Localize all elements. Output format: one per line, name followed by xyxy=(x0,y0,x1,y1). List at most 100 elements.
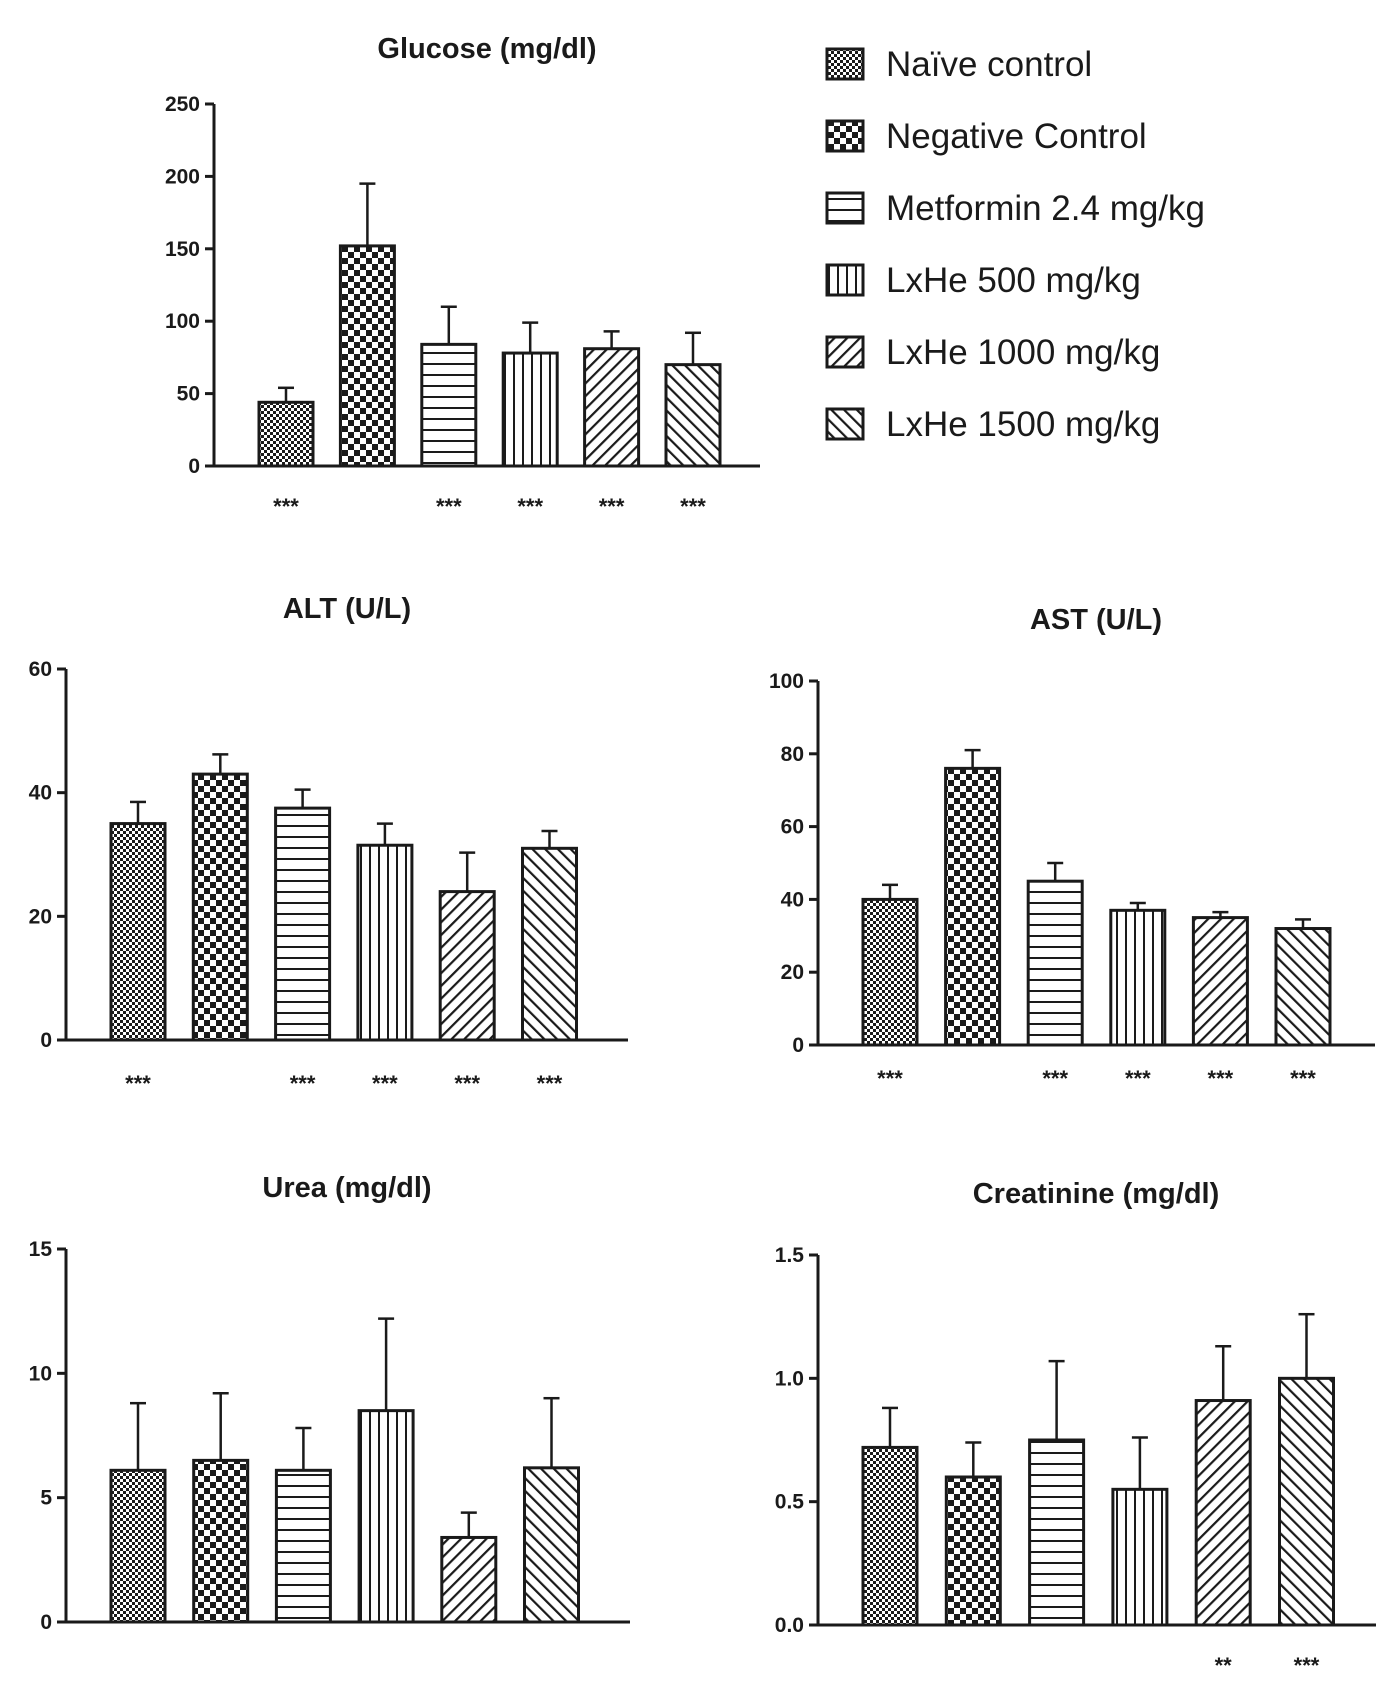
legend-item: LxHe 1500 mg/kg xyxy=(825,405,1160,444)
legend-swatch xyxy=(825,119,865,153)
bar xyxy=(109,1468,167,1624)
bar xyxy=(274,806,332,1042)
significance-label: *** xyxy=(877,1066,903,1091)
bar xyxy=(356,843,414,1042)
legend-label: LxHe 500 mg/kg xyxy=(886,261,1141,300)
significance-label: *** xyxy=(599,494,625,519)
y-tick-label: 250 xyxy=(165,93,200,116)
y-tick-label: 40 xyxy=(781,888,804,911)
legend-item: Negative Control xyxy=(825,117,1147,156)
bar xyxy=(357,1409,415,1624)
y-tick-label: 0 xyxy=(188,455,200,478)
legend-swatch xyxy=(825,263,865,297)
chart-ast: AST (U/L) 0 20 40 60 80 100 *** *** *** *** *** xyxy=(769,604,1375,1091)
y-tick-label: 40 xyxy=(29,782,52,805)
significance-label: *** xyxy=(372,1071,398,1096)
chart-urea: Urea (mg/dl) 0 5 10 15 xyxy=(29,1172,630,1634)
legend: Naïve control Negative Control Metformin 2… xyxy=(825,45,1205,444)
y-tick-label: 1.0 xyxy=(775,1367,804,1390)
legend-item: Metformin 2.4 mg/kg xyxy=(825,189,1205,228)
legend-label: Negative Control xyxy=(886,117,1147,156)
bar xyxy=(192,1458,250,1624)
chart-title: Urea (mg/dl) xyxy=(262,1172,431,1204)
significance-label: ** xyxy=(1215,1653,1233,1678)
significance-label: *** xyxy=(1290,1066,1316,1091)
y-tick-label: 0 xyxy=(792,1034,804,1057)
y-tick-label: 20 xyxy=(29,905,52,928)
bar xyxy=(420,342,478,468)
bar xyxy=(944,1475,1002,1627)
legend-label: LxHe 1000 mg/kg xyxy=(886,333,1160,372)
significance-label: *** xyxy=(1042,1066,1068,1091)
y-tick-label: 100 xyxy=(165,310,200,333)
y-tick-label: 0 xyxy=(40,1611,52,1634)
legend-swatch xyxy=(825,191,865,225)
legend-swatch xyxy=(825,47,865,81)
legend-item: LxHe 500 mg/kg xyxy=(825,261,1141,300)
bar xyxy=(861,897,919,1047)
bar xyxy=(523,1466,580,1624)
y-tick-label: 0.0 xyxy=(775,1614,804,1637)
chart-title: AST (U/L) xyxy=(1030,604,1162,636)
chart-title: Glucose (mg/dl) xyxy=(377,33,596,65)
bar xyxy=(1028,1438,1086,1627)
bar xyxy=(521,846,578,1042)
legend-label: Naïve control xyxy=(886,45,1092,84)
y-tick-label: 100 xyxy=(769,670,804,693)
bar xyxy=(338,244,396,468)
legend-swatch xyxy=(825,407,865,441)
chart-title: ALT (U/L) xyxy=(283,593,411,625)
y-tick-label: 20 xyxy=(781,961,804,984)
bar xyxy=(191,772,249,1042)
chart-alt: ALT (U/L) 0 20 40 60 *** *** *** *** *** xyxy=(29,593,628,1096)
y-tick-label: 60 xyxy=(29,658,52,681)
significance-label: *** xyxy=(517,494,543,519)
y-tick-label: 10 xyxy=(29,1362,52,1385)
bar xyxy=(109,822,167,1042)
bar xyxy=(440,1535,498,1624)
legend-label: Metformin 2.4 mg/kg xyxy=(886,189,1205,228)
significance-label: *** xyxy=(125,1071,151,1096)
y-tick-label: 200 xyxy=(165,165,200,188)
chart-creatinine: Creatinine (mg/dl)0.00.51.01.5** *** xyxy=(775,1178,1376,1678)
bar xyxy=(1194,1399,1252,1627)
y-tick-label: 50 xyxy=(177,383,200,406)
significance-label: *** xyxy=(537,1071,563,1096)
significance-label: *** xyxy=(1294,1653,1320,1678)
significance-label: *** xyxy=(1125,1066,1151,1091)
chart-title: Creatinine (mg/dl) xyxy=(973,1178,1220,1210)
y-tick-label: 15 xyxy=(29,1238,53,1261)
y-tick-label: 0.5 xyxy=(775,1491,805,1514)
y-tick-label: 5 xyxy=(40,1487,52,1510)
legend-item: Naïve control xyxy=(825,45,1092,84)
y-tick-label: 80 xyxy=(781,743,804,766)
significance-label: *** xyxy=(273,494,299,519)
bar xyxy=(944,766,1002,1047)
legend-swatch xyxy=(825,335,865,369)
bar xyxy=(1111,1487,1169,1627)
bar xyxy=(438,890,496,1042)
y-tick-label: 0 xyxy=(40,1029,52,1052)
y-tick-label: 1.5 xyxy=(775,1244,805,1267)
bar xyxy=(861,1445,919,1627)
significance-label: *** xyxy=(436,494,462,519)
significance-label: *** xyxy=(1208,1066,1234,1091)
bar xyxy=(1109,908,1167,1047)
bar xyxy=(274,1468,332,1624)
significance-label: *** xyxy=(680,494,706,519)
bar xyxy=(257,400,315,468)
legend-label: LxHe 1500 mg/kg xyxy=(886,405,1160,444)
bar xyxy=(664,363,722,468)
bar xyxy=(583,347,641,468)
bar xyxy=(1026,879,1084,1047)
bar xyxy=(501,351,559,468)
significance-label: *** xyxy=(290,1071,316,1096)
y-tick-label: 150 xyxy=(165,238,200,261)
y-tick-label: 60 xyxy=(781,816,804,839)
bar xyxy=(1278,1376,1335,1627)
bar xyxy=(1191,916,1249,1047)
chart-glucose: Glucose (mg/dl) 0 50 100 150 200 250 *** *** *** *… xyxy=(165,33,760,519)
significance-label: *** xyxy=(454,1071,480,1096)
bar xyxy=(1274,927,1332,1047)
